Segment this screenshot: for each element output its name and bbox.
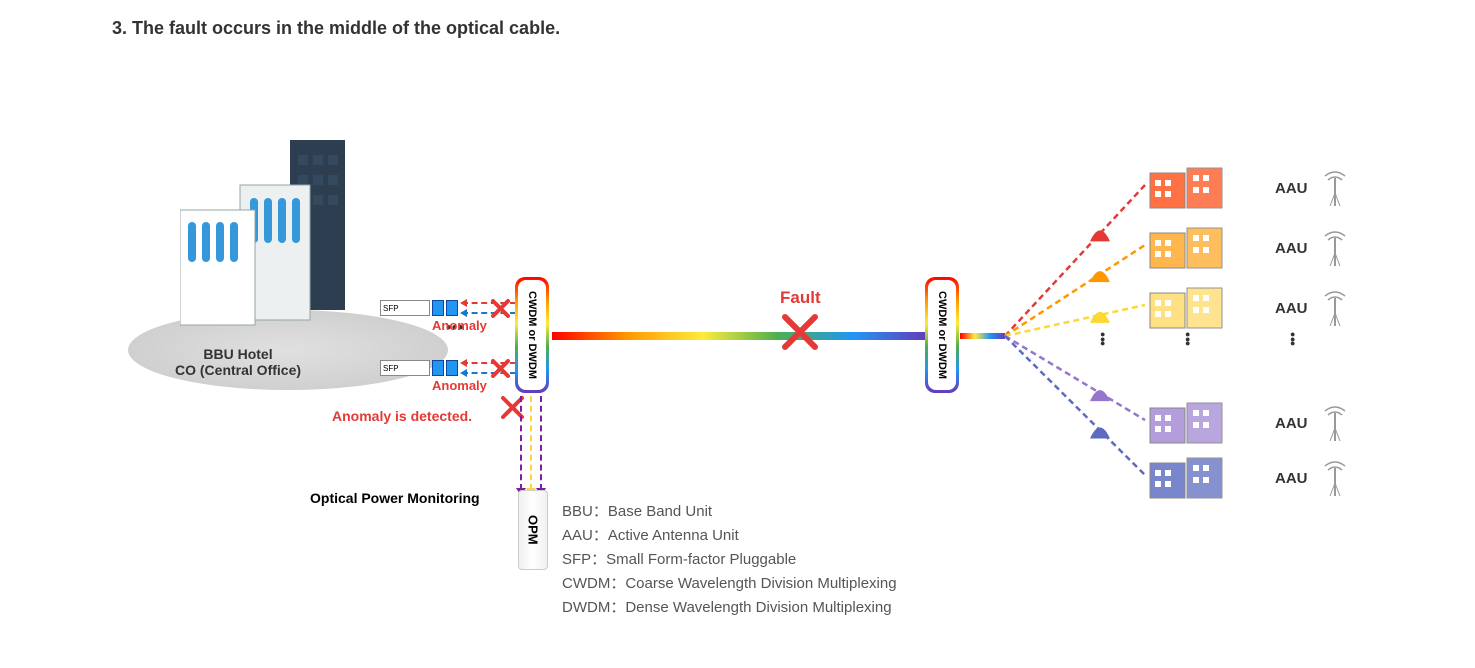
anomaly-bot: Anomaly [432,378,487,393]
aau-link-2 [1005,305,1145,336]
aau-label-4: AAU [1275,470,1308,487]
aau-building-4 [1145,455,1245,505]
wavelength-icon-2 [1090,312,1110,323]
opm-box: OPM [518,490,548,570]
aau-antenna-3 [1320,403,1350,448]
bbu-line1: BBU Hotel [203,346,272,362]
aau-link-0 [1005,185,1145,336]
aau-label-0: AAU [1275,180,1308,197]
fanout-dots-2: ●●● [1185,332,1192,346]
aau-label-3: AAU [1275,415,1308,432]
wavelength-icon-0 [1090,230,1110,241]
aau-building-3 [1145,400,1245,450]
opm-line-0 [520,396,522,490]
main-cable [552,332,928,340]
bbu-hotel-label: BBU Hotel CO (Central Office) [175,346,301,378]
glossary-cwdm: CWDM：Coarse Wavelength Division Multiple… [562,572,897,596]
wdm-right: CWDM or DWDM [928,280,956,390]
anomaly-detected: Anomaly is detected. [332,408,472,424]
wdm-left-label: CWDM or DWDM [526,291,538,379]
sfp-top: SFP [380,300,430,316]
fault-label: Fault [780,288,821,308]
fanout-dots-1: ●●● [1100,332,1107,346]
sfp-bot: SFP [380,360,430,376]
sfp-top-label: SFP [383,304,399,313]
aau-antenna-4 [1320,458,1350,503]
wdm-right-label: CWDM or DWDM [936,291,948,379]
opm-line-2 [540,396,542,490]
aau-label-2: AAU [1275,300,1308,317]
glossary-sfp: SFP：Small Form-factor Pluggable [562,548,897,572]
x-mark-1 [490,358,516,384]
wavelength-icon-1 [1090,271,1110,282]
aau-label-1: AAU [1275,240,1308,257]
aau-link-3 [1005,336,1145,420]
x-mark-0 [490,298,516,324]
diagram-title: 3. The fault occurs in the middle of the… [112,18,560,39]
aau-link-4 [1005,336,1145,475]
fanout-dots-3: ●●● [1290,332,1297,346]
glossary-aau: AAU：Active Antenna Unit [562,524,897,548]
wavelength-icon-4 [1090,428,1110,439]
fault-cross [780,312,820,352]
aau-antenna-2 [1320,288,1350,333]
opm-label-text: OPM [526,515,541,545]
right-cable-stub [960,333,1005,339]
bbu-buildings [180,140,380,345]
anomaly-top: Anomaly [432,318,487,333]
sfp-top-connector [432,300,462,316]
wavelength-icon-3 [1090,390,1110,401]
aau-building-2 [1145,285,1245,335]
bbu-line2: CO (Central Office) [175,362,301,378]
aau-antenna-0 [1320,168,1350,213]
sfp-bot-label: SFP [383,364,399,373]
wdm-left: CWDM or DWDM [518,280,546,390]
aau-building-1 [1145,225,1245,275]
sfp-bot-connector [432,360,462,376]
x-mark-2 [500,395,530,425]
glossary-dwdm: DWDM：Dense Wavelength Division Multiplex… [562,596,897,620]
opm-label: Optical Power Monitoring [310,490,480,506]
aau-antenna-1 [1320,228,1350,273]
aau-building-0 [1145,165,1245,215]
aau-link-1 [1005,245,1145,336]
glossary-bbu: BBU：Base Band Unit [562,500,897,524]
opm-line-1 [530,396,532,490]
glossary: BBU：Base Band Unit AAU：Active Antenna Un… [562,500,897,620]
